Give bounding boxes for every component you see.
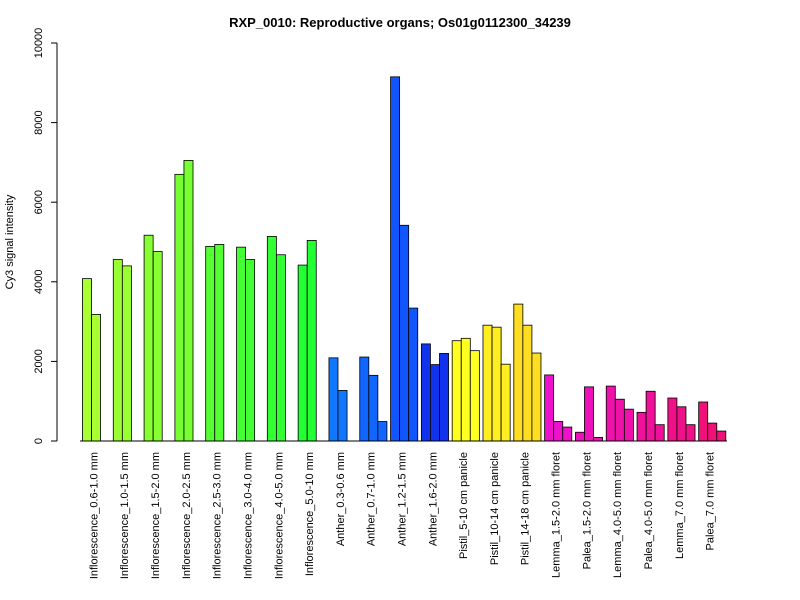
- bar: [460, 337, 471, 442]
- bar: [430, 364, 440, 442]
- bar: [245, 259, 256, 442]
- bar: [205, 245, 216, 442]
- bar: [698, 401, 709, 442]
- x-tick-label: Anther_1.2-1.5 mm: [397, 452, 409, 546]
- x-tick-label: Inflorescence_2.0-2.5 mm: [181, 452, 193, 579]
- bar: [439, 353, 449, 442]
- bar: [377, 421, 388, 442]
- bar: [306, 240, 317, 442]
- y-tick-label: 2000: [33, 349, 45, 373]
- bar: [275, 254, 286, 442]
- bar: [451, 340, 462, 442]
- y-tick-label: 6000: [33, 190, 45, 214]
- bar: [716, 430, 727, 442]
- x-tick-label: Palea_1.5-2.0 mm floret: [581, 452, 593, 569]
- x-tick-label: Inflorescence_5.0-10 mm: [304, 452, 316, 576]
- bar: [513, 303, 524, 442]
- x-tick-label: Inflorescence_0.6-1.0 mm: [88, 452, 100, 579]
- bar: [676, 406, 687, 442]
- bar: [297, 264, 308, 442]
- bar: [174, 173, 185, 442]
- bar: [266, 236, 277, 442]
- bar: [82, 278, 92, 442]
- bar: [575, 431, 585, 442]
- bars: [82, 76, 727, 442]
- bar: [337, 390, 348, 442]
- bar: [482, 324, 493, 442]
- x-tick-label: Lemma_1.5-2.0 mm floret: [551, 452, 563, 578]
- bar: [553, 421, 564, 442]
- x-tick-label: Palea_4.0-5.0 mm floret: [643, 452, 655, 569]
- x-tick-label: Pistil_10-14 cm panicle: [489, 452, 501, 565]
- y-axis: 0 2000 4000 6000 8000 10000: [33, 28, 58, 444]
- x-tick-label: Lemma_7.0 mm floret: [674, 452, 686, 559]
- x-tick-label: Palea_7.0 mm floret: [705, 452, 717, 550]
- bar: [359, 356, 370, 442]
- bar: [654, 424, 665, 442]
- bar: [112, 259, 123, 442]
- x-tick-label: Inflorescence_4.0-5.0 mm: [273, 452, 285, 579]
- bar: [183, 160, 194, 442]
- bar: [121, 265, 132, 442]
- bar: [593, 437, 603, 442]
- y-tick-label: 10000: [33, 28, 45, 59]
- x-axis-labels: Inflorescence_0.6-1.0 mm Inflorescence_1.…: [88, 452, 716, 579]
- x-tick-label: Anther_1.6-2.0 mm: [427, 452, 439, 546]
- bar: [214, 243, 225, 442]
- bar: [408, 307, 419, 442]
- bar: [152, 251, 163, 442]
- bar: [544, 374, 555, 442]
- bar: [399, 224, 410, 442]
- x-tick-label: Inflorescence_2.5-3.0 mm: [212, 452, 224, 579]
- bar: [562, 426, 573, 442]
- y-tick-label: 0: [33, 438, 45, 444]
- y-tick-label: 4000: [33, 270, 45, 294]
- bar: [390, 76, 401, 442]
- bar: [645, 390, 656, 442]
- y-axis-label: Cy3 signal intensity: [4, 194, 16, 289]
- bar: [236, 246, 246, 442]
- bar: [636, 411, 647, 442]
- x-tick-label: Inflorescence_1.0-1.5 mm: [119, 452, 131, 579]
- bar: [500, 363, 511, 442]
- bar: [522, 324, 533, 442]
- bar: [420, 343, 431, 442]
- bar: [531, 352, 542, 442]
- x-tick-label: Inflorescence_1.5-2.0 mm: [150, 452, 162, 579]
- bar: [623, 408, 634, 442]
- bar: [491, 326, 502, 442]
- chart-title: RXP_0010: Reproductive organs; Os01g0112…: [229, 15, 571, 30]
- bar: [685, 424, 696, 442]
- bar: [707, 422, 718, 442]
- bar: [667, 397, 678, 442]
- bar: [584, 386, 594, 442]
- bar: [605, 385, 616, 442]
- x-tick-label: Pistil_14-18 cm panicle: [520, 452, 532, 565]
- bar: [614, 398, 625, 442]
- y-tick-label: 8000: [33, 110, 45, 134]
- bar: [143, 234, 154, 442]
- bar: [469, 350, 480, 442]
- bar: [328, 357, 339, 442]
- x-tick-label: Anther_0.7-1.0 mm: [366, 452, 378, 546]
- bar: [368, 374, 379, 442]
- x-tick-label: Lemma_4.0-5.0 mm floret: [612, 452, 624, 578]
- x-tick-label: Anther_0.3-0.6 mm: [335, 452, 347, 546]
- x-tick-label: Inflorescence_3.0-4.0 mm: [242, 452, 254, 579]
- bar: [91, 314, 101, 442]
- x-tick-label: Pistil_5-10 cm panicle: [458, 452, 470, 559]
